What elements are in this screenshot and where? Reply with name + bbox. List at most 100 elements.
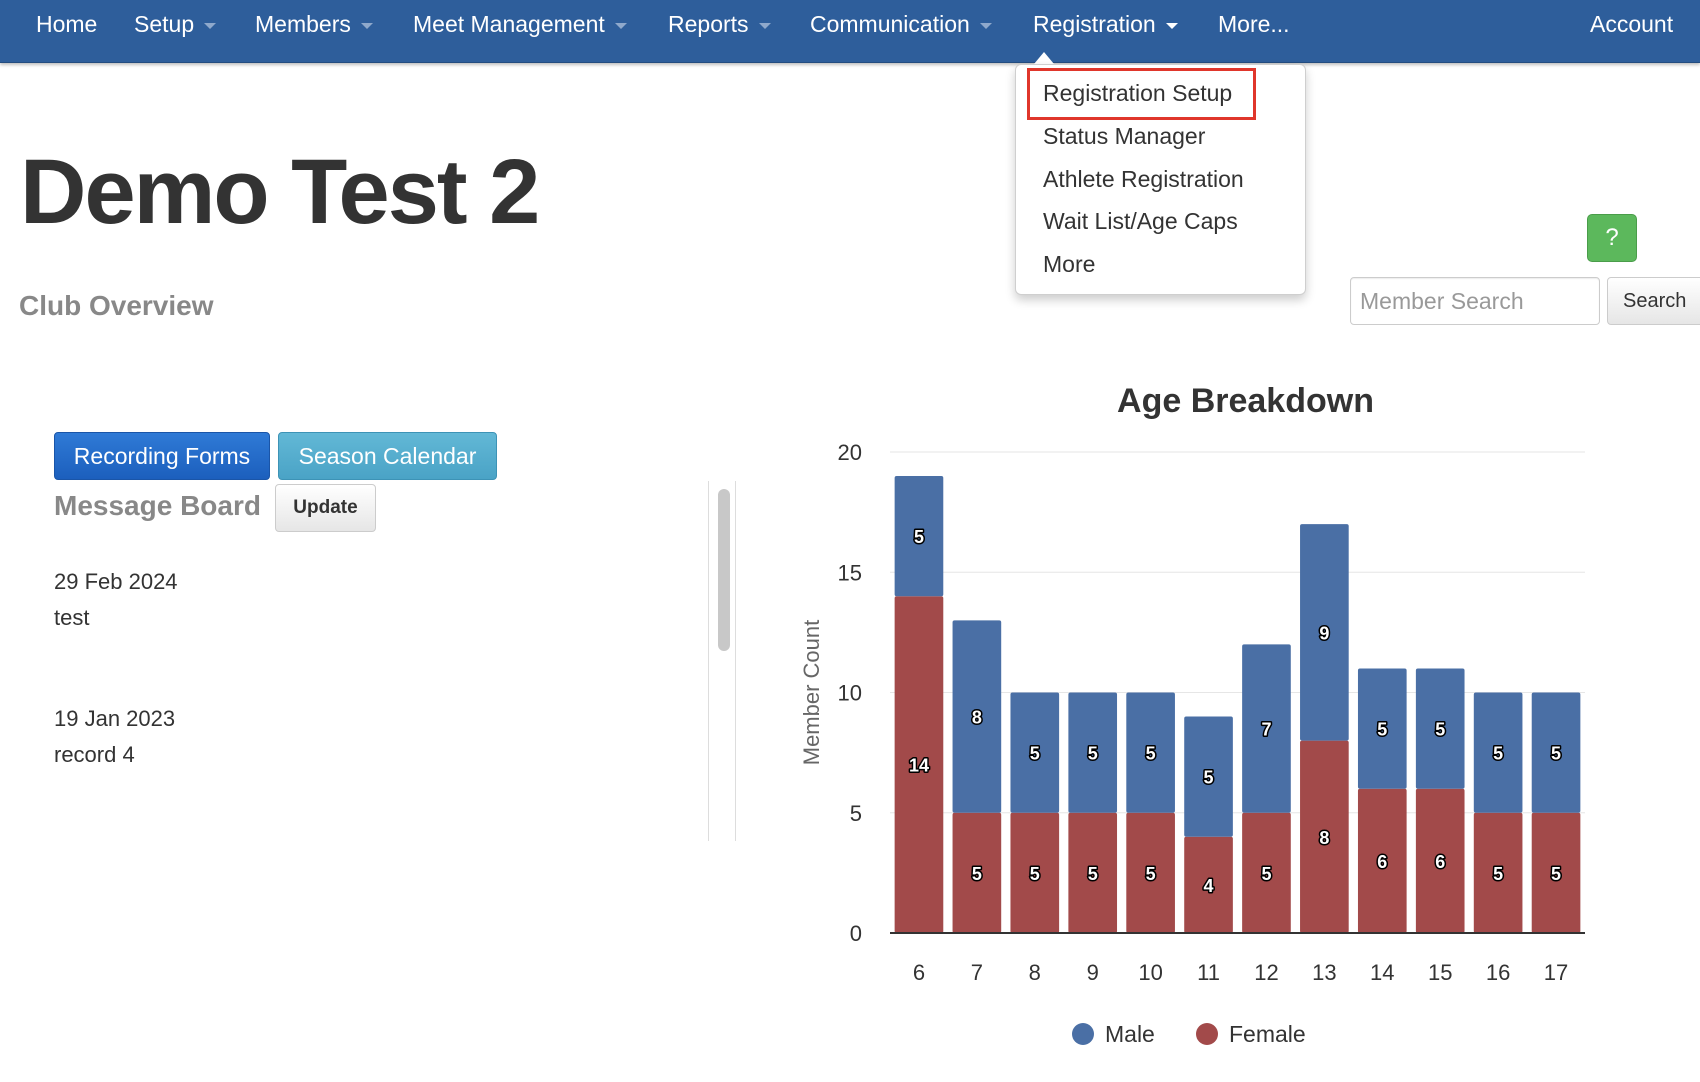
menu-item-status-manager[interactable]: Status Manager (1043, 123, 1206, 149)
x-tick-label: 17 (1544, 960, 1568, 985)
bar-female (1126, 812, 1175, 933)
chevron-down-icon (204, 22, 217, 29)
highlight-box (1027, 68, 1256, 120)
bar-male (1184, 716, 1233, 837)
data-label: 8 (1319, 828, 1329, 848)
bar-male (1531, 692, 1581, 813)
data-label: 5 (1088, 864, 1098, 884)
bar-female (952, 812, 1002, 933)
nav-item-label: Registration (1033, 11, 1156, 37)
bar-male (1473, 692, 1523, 813)
message-date: 19 Jan 2023 (54, 706, 176, 731)
scrollbar-thumb[interactable] (718, 489, 730, 651)
legend-marker-male (1072, 1023, 1094, 1045)
nav-item-label: Reports (668, 11, 749, 37)
data-label: 4 (1204, 876, 1214, 896)
x-tick-label: 9 (1087, 960, 1099, 985)
message-text: record 4 (54, 742, 135, 767)
x-tick-label: 8 (1029, 960, 1041, 985)
data-label: 5 (1551, 864, 1561, 884)
bar-female (1357, 788, 1407, 933)
data-label: 5 (1377, 720, 1387, 740)
bar-male (1242, 644, 1291, 813)
x-tick-label: 15 (1428, 960, 1452, 985)
x-tick-label: 13 (1312, 960, 1336, 985)
chevron-down-icon (758, 22, 771, 29)
nav-item-reports[interactable]: Reports (668, 0, 771, 50)
bar-male (1300, 524, 1349, 741)
x-tick-label: 14 (1370, 960, 1394, 985)
update-button[interactable]: Update (275, 484, 376, 532)
data-label: 5 (1551, 744, 1561, 764)
y-tick-label: 20 (838, 440, 862, 465)
data-label: 7 (1261, 720, 1271, 740)
nav-item-setup[interactable]: Setup (134, 0, 217, 50)
bar-female (1184, 836, 1233, 933)
nav-item-home[interactable]: Home (36, 0, 97, 50)
nav-item-members[interactable]: Members (255, 0, 373, 50)
message-board-scrollbar[interactable] (708, 481, 736, 841)
menu-item-more[interactable]: More (1043, 251, 1096, 277)
message-board-title: Message Board (54, 490, 261, 521)
bar-male (952, 620, 1002, 813)
chart-title: Age Breakdown (1117, 382, 1374, 420)
chevron-down-icon (360, 22, 373, 29)
menu-item-athlete-registration[interactable]: Athlete Registration (1043, 166, 1244, 192)
message-text: test (54, 605, 90, 630)
season-calendar-button[interactable]: Season Calendar (278, 432, 497, 480)
data-label: 5 (1493, 744, 1503, 764)
nav-account[interactable]: Account (1590, 11, 1674, 37)
x-tick-label: 10 (1138, 960, 1162, 985)
recording-forms-button[interactable]: Recording Forms (54, 432, 270, 480)
member-search-input[interactable] (1350, 277, 1600, 325)
x-tick-label: 16 (1486, 960, 1510, 985)
data-label: 6 (1377, 852, 1387, 872)
bar-female (1531, 812, 1581, 933)
message-date: 29 Feb 2024 (54, 569, 178, 594)
y-tick-label: 5 (850, 801, 862, 826)
bar-female (1473, 812, 1523, 933)
bar-female (1300, 740, 1349, 933)
menu-item-wait-list-age-caps[interactable]: Wait List/Age Caps (1043, 208, 1238, 234)
bar-female (1242, 812, 1291, 933)
x-tick-label: 11 (1197, 960, 1220, 985)
y-tick-label: 10 (838, 681, 862, 706)
nav-item-label: Setup (134, 11, 195, 37)
menu-item-registration-setup[interactable]: Registration Setup (1043, 80, 1233, 106)
y-tick-label: 0 (850, 921, 862, 946)
legend-marker-female (1196, 1023, 1218, 1045)
chevron-down-icon (614, 22, 627, 29)
search-button[interactable]: Search (1607, 277, 1700, 325)
nav-item-registration[interactable]: Registration (1033, 0, 1178, 50)
data-label: 8 (972, 708, 982, 728)
data-label: 5 (972, 864, 982, 884)
y-tick-label: 15 (838, 560, 862, 585)
x-tick-label: 6 (913, 960, 925, 985)
page-subtitle: Club Overview (19, 290, 214, 321)
x-tick-label: 7 (971, 960, 983, 985)
top-navbar: Home Setup Members Meet Management Reports Co… (0, 0, 1700, 63)
bar-male (894, 476, 944, 597)
data-label: 9 (1319, 623, 1329, 643)
nav-item-more[interactable]: More... (1218, 0, 1290, 50)
help-button[interactable]: ? (1587, 214, 1637, 262)
bar-female (1010, 812, 1060, 933)
y-axis-title: Member Count (799, 620, 824, 766)
nav-item-communication[interactable]: Communication (810, 0, 992, 50)
dropdown-arrow (1034, 52, 1054, 64)
legend-label-male: Male (1105, 1021, 1155, 1047)
page-title: Demo Test 2 (20, 141, 540, 243)
bar-female (1068, 812, 1118, 933)
bar-female (894, 596, 944, 933)
data-label: 5 (1435, 720, 1445, 740)
data-label: 5 (1030, 864, 1040, 884)
nav-item-meet-management[interactable]: Meet Management (413, 0, 627, 50)
age-breakdown-chart: Age Breakdown 0 5 10 15 20 Member Count 14 5 6 5 8 7… (799, 382, 1585, 1047)
data-label: 5 (1493, 864, 1503, 884)
bar-female (1415, 788, 1465, 933)
data-label: 5 (914, 527, 924, 547)
data-label: 6 (1435, 852, 1445, 872)
bar-male (1415, 668, 1465, 789)
data-label: 5 (1261, 864, 1271, 884)
nav-item-label: Communication (810, 11, 970, 37)
